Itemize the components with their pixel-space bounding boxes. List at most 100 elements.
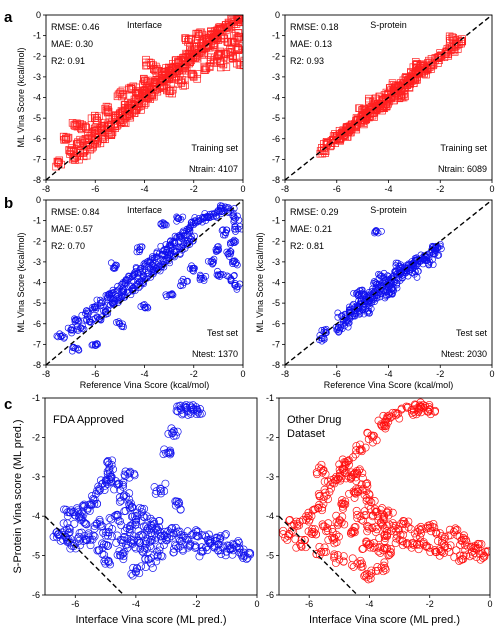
data-point [379,103,388,112]
y-tick-label: -8 [272,175,280,185]
data-point [360,310,368,318]
data-point [188,233,195,241]
data-point [153,253,161,260]
data-point [430,250,438,258]
data-point [166,446,175,455]
data-point [416,526,425,534]
data-point [364,524,373,533]
data-point [140,280,148,288]
data-point [404,540,413,549]
data-point [193,70,202,78]
data-point [118,323,126,330]
data-point [116,485,125,494]
data-point [302,516,311,525]
data-point [365,491,374,499]
data-point [215,49,224,58]
data-point [385,550,394,559]
data-point [227,250,235,258]
data-point [358,486,367,495]
data-point [163,533,171,542]
data-point [350,470,359,479]
data-point [191,543,200,552]
data-point [459,555,468,564]
data-point [126,499,135,508]
data-point [171,497,180,506]
data-point [337,321,345,328]
data-point [320,522,329,531]
data-point [143,303,151,311]
data-point [234,16,242,24]
data-point [98,298,106,305]
data-point [93,117,101,125]
data-point [409,410,418,419]
data-point [360,104,369,113]
data-point [320,485,329,494]
data-point [101,531,110,540]
data-point [74,344,81,352]
y-tick-label: -3 [33,257,41,267]
data-point [317,460,326,469]
data-point [93,296,101,304]
data-point [228,37,236,46]
data-point [398,541,407,550]
data-point [322,327,330,335]
data-point [380,536,389,545]
chart-c-left: -6 -4 -2 0 -6 -5 -4 -3 -2 -1 Interface Vina score … [12,393,260,626]
data-point [227,239,234,247]
data-point [132,282,140,289]
data-point [360,491,369,500]
y-tick-label: -4 [33,93,41,103]
x-tick-label: -6 [91,184,99,194]
data-point [212,533,221,542]
data-point [449,36,457,45]
data-point [104,301,112,309]
stat-label: MAE: 0.21 [290,224,332,234]
data-point [338,512,347,521]
data-point [102,106,111,115]
data-point [362,573,371,582]
data-point [108,128,117,137]
data-point [279,530,288,539]
data-point [429,261,437,269]
data-point [132,564,141,573]
data-point [185,58,194,66]
data-point [218,227,226,234]
data-point [184,237,192,245]
data-point [120,526,129,535]
y-tick-label: -4 [32,511,40,521]
data-point [125,272,132,280]
data-point [380,544,389,553]
data-point [141,539,150,548]
data-point [139,512,148,521]
data-point [338,502,347,511]
data-point [483,548,490,556]
data-point [221,231,229,239]
stat-label: R2: 0.93 [290,56,324,66]
data-point [192,531,201,540]
data-point [123,543,132,552]
data-point [412,410,421,419]
data-point [127,569,136,578]
data-point [135,503,144,512]
data-point [398,93,406,102]
data-point [52,528,61,537]
data-point [438,539,446,547]
data-point [198,30,206,39]
plot-frame [278,397,491,596]
data-point [125,473,134,482]
data-point [308,530,317,539]
data-point [107,473,116,482]
data-point [90,524,99,533]
data-point [124,106,133,115]
data-point [169,85,177,94]
data-point [178,533,187,542]
y-tick-label: -6 [272,319,280,329]
data-point [304,511,313,520]
data-point [342,474,351,483]
data-point [150,483,159,492]
data-point [212,537,221,546]
data-point [196,274,204,282]
data-point [382,508,391,517]
data-point [166,528,174,537]
data-point [125,501,134,510]
